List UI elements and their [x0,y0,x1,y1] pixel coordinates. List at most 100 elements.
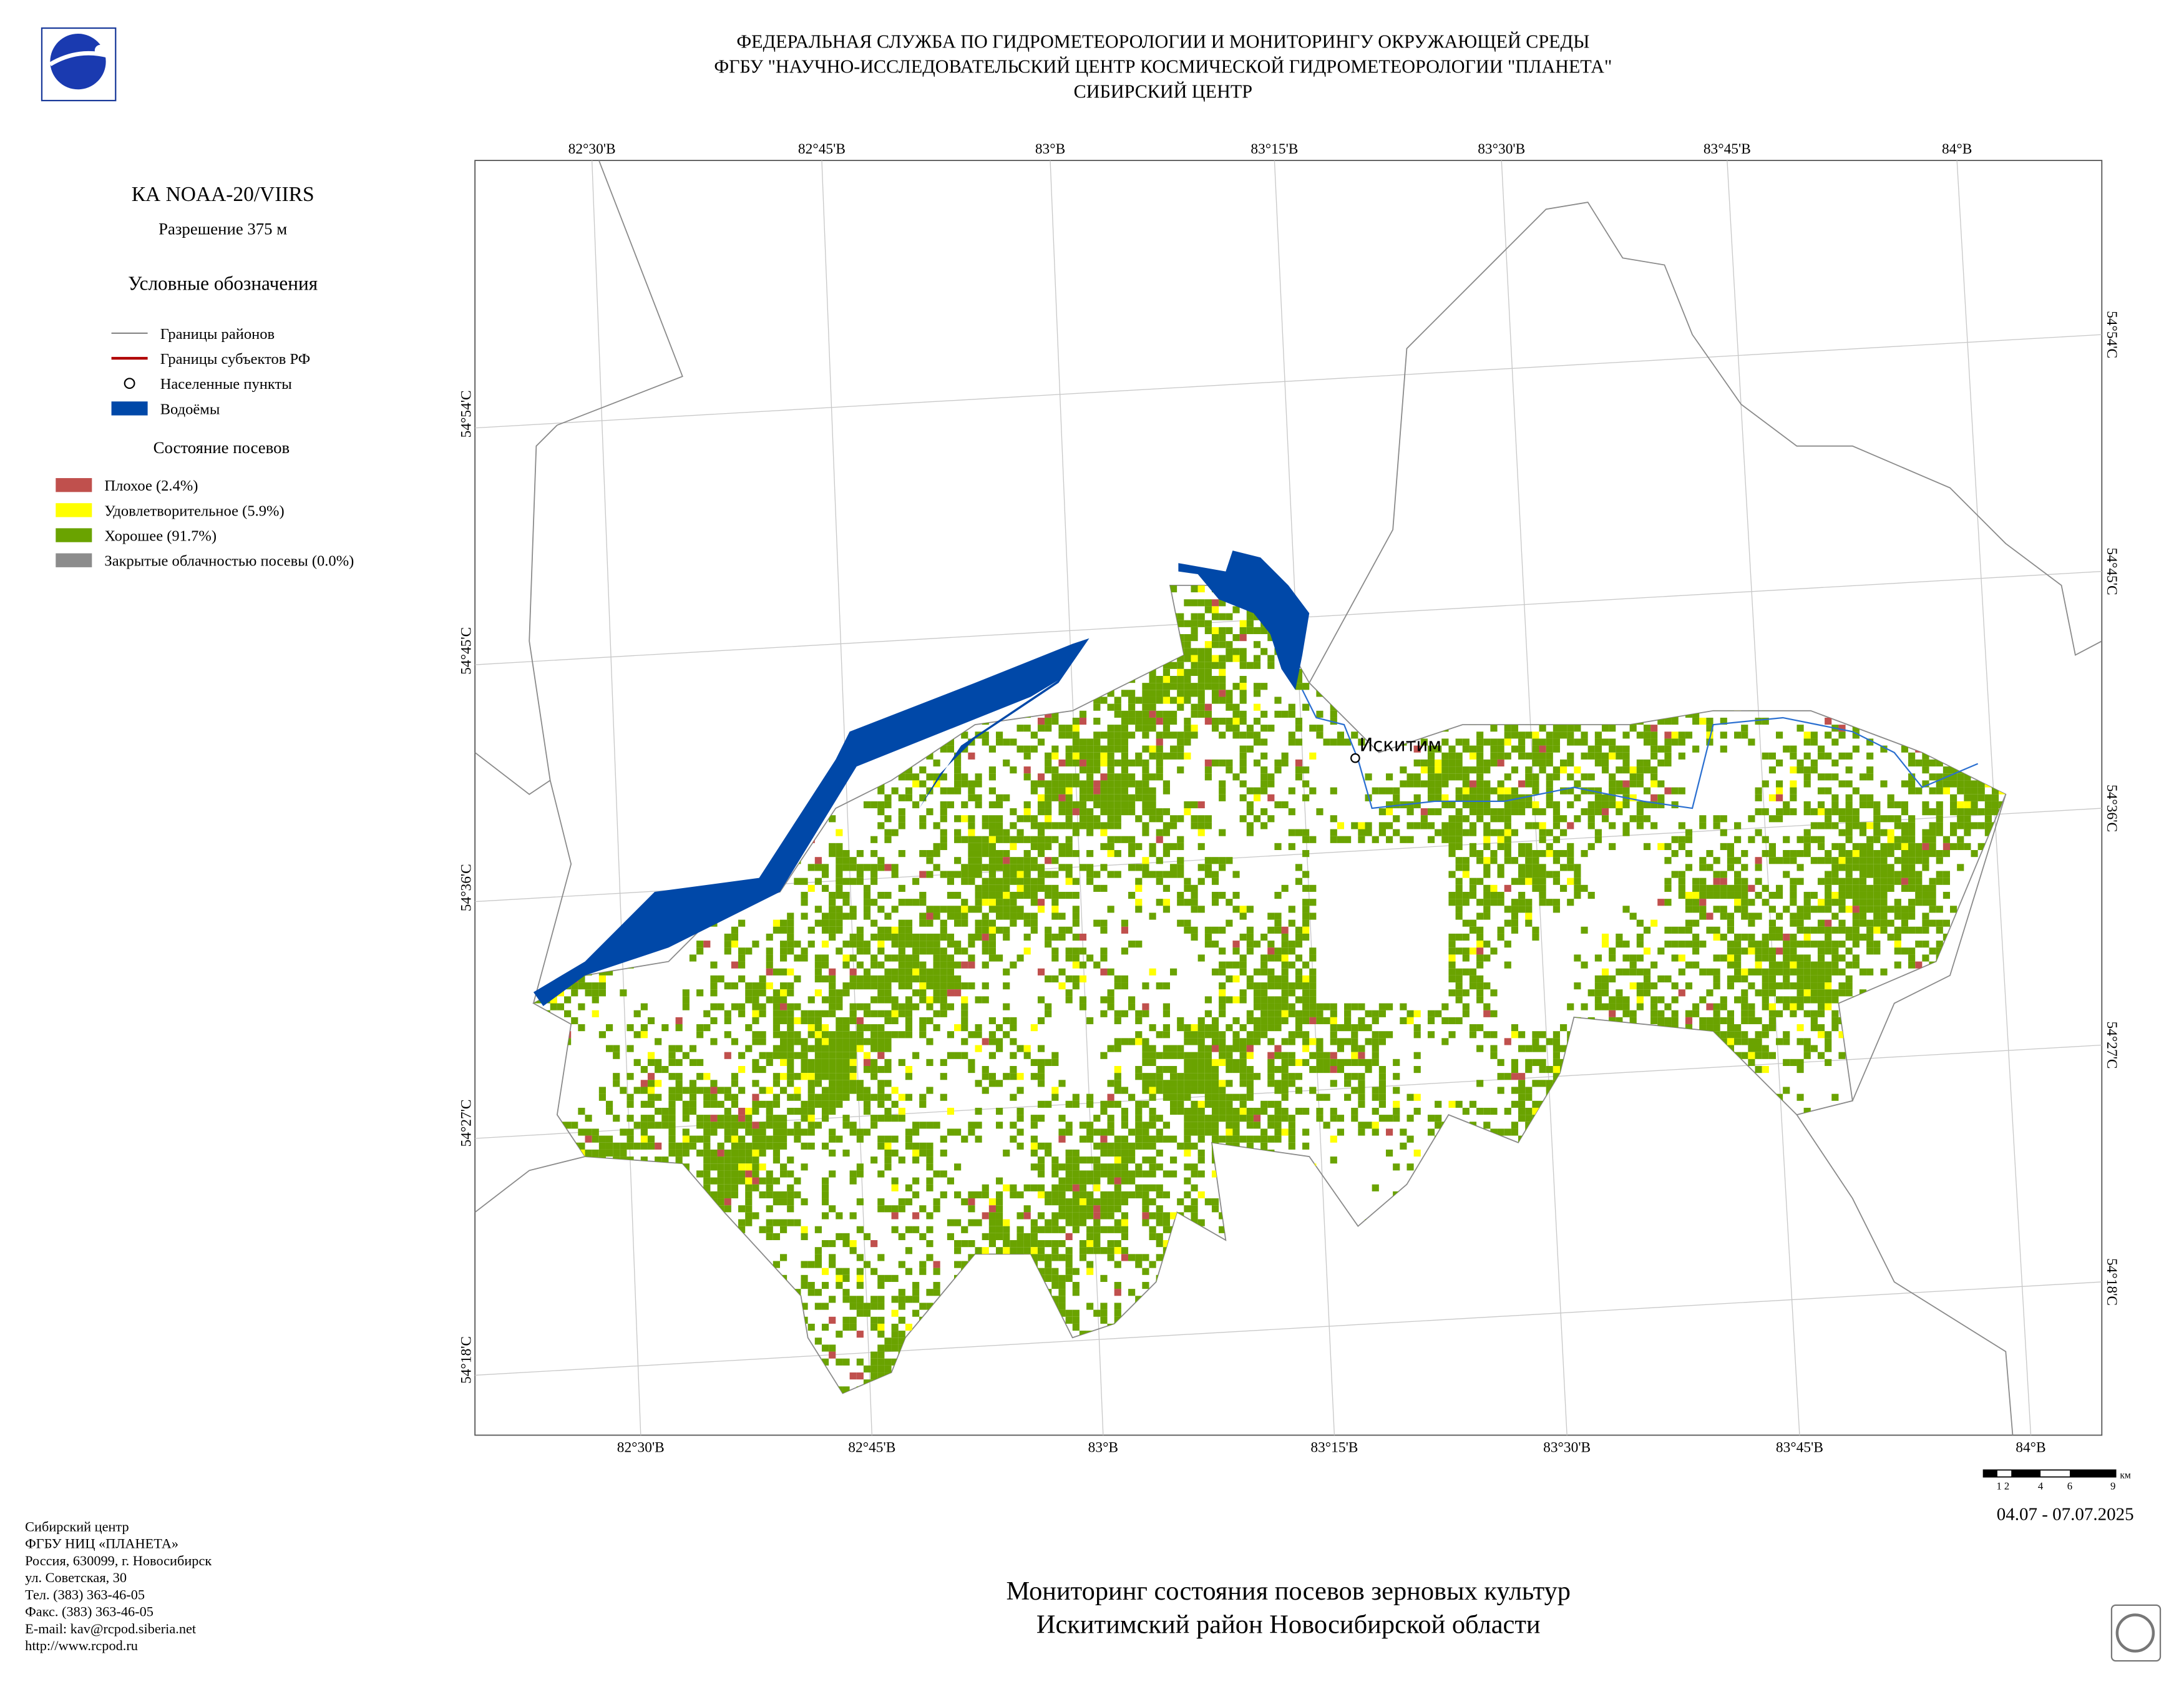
crop-pixel [1406,836,1414,843]
crop-pixel [1775,808,1783,816]
crop-pixel [1114,801,1121,809]
crop-pixel [1191,648,1198,655]
map-frame [474,160,2103,1436]
crop-pixel [1873,871,1881,878]
crop-pixel [1156,815,1163,823]
crop-pixel [1915,787,1923,795]
crop-pixel [1483,801,1491,809]
crop-pixel [1525,752,1533,760]
crop-pixel [1796,864,1804,871]
crop-pixel [1253,662,1261,669]
crop-pixel [1121,787,1129,795]
crop-pixel [1817,843,1825,851]
crop-pixel [836,843,843,851]
crop-pixel [1476,738,1484,746]
crop-pixel [1197,655,1205,662]
crop-pixel [1177,690,1184,697]
crop-pixel [1908,850,1916,858]
crop-pixel [1518,878,1526,885]
crop-pixel [898,794,905,801]
crop-pixel [1601,808,1609,816]
crop-pixel [1191,634,1198,642]
crop-pixel [1984,815,1992,823]
crop-pixel [1601,766,1609,774]
crop-pixel [1239,683,1247,690]
crop-pixel [1023,864,1031,871]
crop-pixel [1086,780,1094,788]
crop-pixel [1845,857,1853,864]
crop-pixel [1560,759,1567,767]
crop-pixel [1810,738,1818,746]
crop-pixel [1023,871,1031,878]
legend-swatch [56,553,92,567]
crop-pixel [1567,843,1574,851]
crop-pixel [1664,759,1672,767]
crop-pixel [1490,787,1498,795]
crop-pixel [1539,864,1546,871]
crop-pixel [1023,725,1031,732]
crop-pixel [1435,808,1442,816]
crop-pixel [1790,787,1797,795]
crop-pixel [947,745,955,753]
crop-pixel [1650,780,1658,788]
crop-pixel [1455,787,1463,795]
crop-pixel [1267,725,1275,732]
crop-pixel [1574,780,1581,788]
crop-pixel [1114,703,1121,711]
crop-pixel [1093,822,1101,829]
crop-pixel [1901,843,1909,851]
crop-pixel [1177,620,1184,627]
crop-pixel [1546,871,1553,878]
crop-pixel [1065,745,1073,753]
crop-pixel [1030,745,1038,753]
crop-pixel [1010,808,1017,816]
crop-pixel [1587,773,1595,781]
crop-pixel [856,850,864,858]
crop-pixel [898,884,905,892]
crop-pixel [1539,808,1546,816]
crop-pixel [1504,829,1511,836]
crop-pixel [1016,815,1024,823]
crop-pixel [1936,857,1943,864]
crop-pixel [1497,759,1504,767]
crop-pixel [1239,697,1247,704]
crop-pixel [1616,766,1623,774]
crop-pixel [1720,745,1727,753]
crop-pixel [1037,871,1045,878]
crop-pixel [1142,794,1149,801]
crop-pixel [1427,787,1435,795]
crop-pixel [898,850,905,858]
crop-pixel [1330,717,1337,725]
crop-pixel [1191,627,1198,635]
crop-pixel [919,794,927,801]
crop-pixel [1191,731,1198,739]
crop-pixel [1072,773,1080,781]
crop-pixel [1929,878,1936,885]
crop-pixel [1838,815,1846,823]
crop-pixel [1142,808,1149,816]
crop-pixel [1525,857,1533,864]
crop-pixel [1511,808,1519,816]
crop-pixel [1957,808,1964,816]
crop-pixel [1295,829,1303,836]
crop-pixel [1762,752,1769,760]
crop-pixel [1177,864,1184,871]
crop-pixel [856,878,864,885]
crop-pixel [1852,745,1860,753]
crop-pixel [1030,836,1038,843]
crop-pixel [1065,794,1073,801]
crop-pixel [1226,717,1233,725]
crop-pixel [1706,731,1714,739]
crop-pixel [1051,773,1059,781]
crop-pixel [1664,738,1672,746]
crop-pixel [1490,752,1498,760]
crop-pixel [1748,815,1755,823]
crop-pixel [995,857,1003,864]
crop-pixel [1636,773,1644,781]
crop-pixel [1100,745,1108,753]
crop-pixel [1149,871,1156,878]
crop-pixel [1393,829,1400,836]
crop-pixel [1734,731,1742,739]
crop-pixel [1142,829,1149,836]
crop-pixel [1045,766,1052,774]
